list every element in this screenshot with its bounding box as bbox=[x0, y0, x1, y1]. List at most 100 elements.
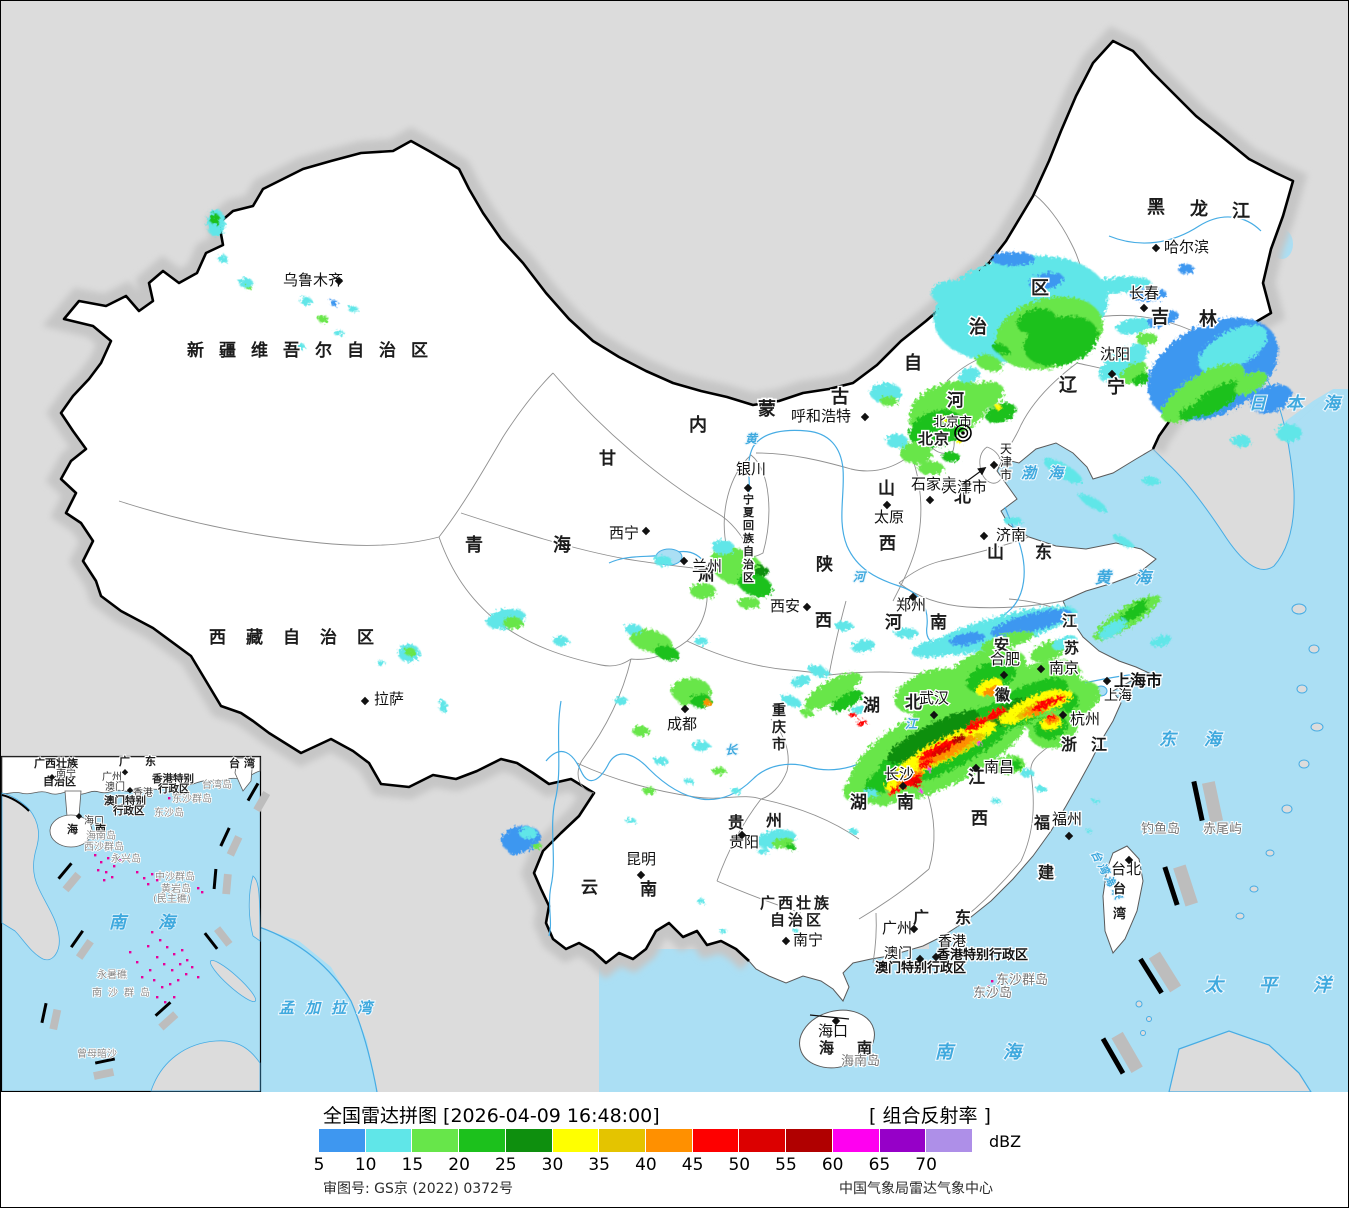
radar-echo bbox=[684, 778, 694, 784]
scale-swatch bbox=[599, 1129, 646, 1152]
inset-label: 海南岛 bbox=[86, 829, 116, 842]
scale-swatch bbox=[646, 1129, 692, 1152]
island-dot bbox=[161, 986, 164, 989]
inset-hainan bbox=[49, 814, 93, 848]
province-label: 黑龙江 bbox=[1147, 197, 1250, 222]
radar-echo bbox=[1145, 596, 1161, 608]
radar-echo bbox=[697, 898, 705, 904]
inset-vietnam-border bbox=[1, 794, 30, 812]
city-label: 兰州 bbox=[692, 557, 722, 575]
map-approval-number: 审图号: GS京 (2022) 0372号 bbox=[323, 1181, 513, 1197]
dash-segment bbox=[70, 929, 84, 949]
island-dot bbox=[156, 879, 159, 882]
province-line bbox=[925, 788, 935, 870]
inset-label: (民主礁) bbox=[153, 892, 191, 905]
radar-station-bullseye bbox=[961, 431, 965, 435]
province-label: 海南 bbox=[819, 1039, 872, 1057]
inset-label: 台湾岛 bbox=[202, 778, 232, 791]
radar-echo bbox=[1116, 317, 1152, 335]
radar-echo bbox=[835, 621, 853, 631]
radar-echo bbox=[679, 700, 689, 706]
province-label: 广东 bbox=[913, 908, 971, 927]
inset-label: 永暑礁 bbox=[97, 968, 127, 981]
dash-segment bbox=[94, 1057, 116, 1065]
inset-china-coast bbox=[1, 756, 261, 795]
radar-echo bbox=[857, 719, 867, 727]
city-label: 乌鲁木齐 bbox=[283, 271, 343, 289]
city-label: 西安 bbox=[770, 597, 800, 615]
island-dot bbox=[201, 891, 204, 894]
radar-echo bbox=[1150, 634, 1172, 648]
island-dot bbox=[181, 949, 184, 952]
legend-unit: dBZ bbox=[989, 1132, 1022, 1151]
radar-echo bbox=[1198, 325, 1268, 373]
scale-swatch bbox=[365, 1129, 412, 1152]
radar-echo bbox=[654, 556, 672, 566]
city-label: 哈尔滨 bbox=[1164, 238, 1209, 256]
sea-label: 东海 bbox=[1159, 730, 1249, 750]
radar-echo bbox=[1078, 493, 1108, 513]
radar-echo bbox=[239, 278, 253, 288]
island-label: 赤尾屿 bbox=[1203, 822, 1242, 837]
radar-echo bbox=[300, 297, 312, 305]
city-label: 南昌 bbox=[984, 758, 1014, 776]
inset-palawan bbox=[209, 960, 257, 1002]
dash-segment bbox=[1100, 1037, 1126, 1075]
radar-echo bbox=[654, 645, 680, 661]
radar-echo bbox=[1043, 458, 1083, 484]
radar-echo bbox=[926, 767, 932, 771]
legend-title: 全国雷达拼图 [2026-04-09 16:48:00] bbox=[323, 1105, 660, 1127]
province-label: 青海 bbox=[465, 534, 571, 556]
sea-label: 渤海 bbox=[1021, 464, 1075, 482]
scale-swatch bbox=[879, 1129, 926, 1152]
radar-echoes bbox=[207, 209, 1302, 933]
island-dot bbox=[168, 797, 171, 800]
island-dot bbox=[156, 956, 159, 959]
city-marker bbox=[931, 952, 941, 962]
radar-echo bbox=[1016, 308, 1056, 334]
dash-segment bbox=[1191, 780, 1205, 822]
city-label: 沈阳 bbox=[1100, 345, 1130, 363]
city-label: 澳门 bbox=[884, 946, 912, 962]
scale-tick-label: 50 bbox=[728, 1155, 751, 1175]
city-label: 上海 bbox=[1104, 688, 1132, 704]
province-label: 陕西 bbox=[815, 554, 833, 631]
radar-echo bbox=[532, 843, 542, 849]
scale-swatch bbox=[505, 1129, 552, 1152]
inset-islands bbox=[94, 797, 204, 1052]
province-label: 自治区 bbox=[770, 911, 824, 929]
dash-shadow bbox=[158, 1011, 179, 1031]
radar-echo bbox=[737, 572, 773, 598]
province-line bbox=[552, 372, 750, 552]
radar-echo bbox=[1118, 599, 1154, 623]
city-label: 济南 bbox=[996, 526, 1026, 544]
city-marker bbox=[1124, 855, 1134, 865]
dash-segment bbox=[57, 862, 73, 880]
province-line bbox=[998, 362, 1078, 460]
city-marker bbox=[1151, 243, 1161, 253]
city-marker bbox=[781, 936, 791, 946]
city-label: 海口 bbox=[818, 1022, 848, 1040]
province-label: 内蒙古自治区 bbox=[689, 278, 1049, 436]
province-label: 湖南 bbox=[850, 792, 914, 813]
radar-echo bbox=[808, 665, 824, 673]
radar-echo bbox=[753, 566, 769, 576]
label-leader-lines bbox=[809, 467, 987, 1020]
province-line bbox=[898, 582, 1064, 609]
radar-echo bbox=[1178, 264, 1194, 274]
inset-label: 南宁 bbox=[56, 767, 76, 780]
radar-echo bbox=[957, 381, 1005, 413]
dash-segment bbox=[203, 932, 219, 950]
dash-shadow bbox=[1173, 864, 1198, 907]
island-label: 东沙岛 bbox=[973, 985, 1012, 1001]
province-line bbox=[858, 868, 930, 920]
radar-echo bbox=[1112, 534, 1134, 548]
sea-label: 长 bbox=[725, 743, 738, 757]
dash-segment bbox=[1138, 957, 1164, 995]
radar-echo bbox=[919, 789, 923, 793]
province-label: 河南 bbox=[885, 612, 947, 633]
radar-echo bbox=[986, 707, 1006, 721]
scale-swatch bbox=[739, 1129, 786, 1152]
province-label: 湖北 bbox=[863, 693, 922, 716]
dash-shadow bbox=[214, 926, 233, 947]
